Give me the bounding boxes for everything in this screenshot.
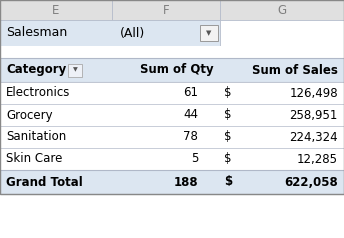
Bar [112, 0, 220, 20]
Text: Skin Care: Skin Care [6, 153, 62, 165]
Bar [0, 126, 344, 148]
Text: $: $ [224, 153, 232, 165]
Text: 5: 5 [191, 153, 198, 165]
Text: 224,324: 224,324 [289, 130, 338, 144]
Text: $: $ [224, 109, 232, 122]
Bar [0, 46, 344, 58]
Bar [0, 0, 344, 194]
Bar [0, 148, 344, 170]
Text: (All): (All) [120, 26, 145, 40]
Text: Sum of Sales: Sum of Sales [252, 64, 338, 76]
Text: ▼: ▼ [73, 68, 77, 73]
Text: E: E [52, 4, 60, 16]
Text: Electronics: Electronics [6, 86, 71, 99]
Text: Sanitation: Sanitation [6, 130, 66, 144]
Bar [0, 104, 344, 126]
Bar [0, 0, 112, 20]
Text: 12,285: 12,285 [297, 153, 338, 165]
Bar [0, 82, 344, 104]
Bar [200, 25, 218, 41]
Text: Grocery: Grocery [6, 109, 53, 122]
Text: 61: 61 [183, 86, 198, 99]
Text: $: $ [224, 175, 232, 188]
Text: ▼: ▼ [206, 30, 212, 36]
Text: Salesman: Salesman [6, 26, 67, 40]
Text: 78: 78 [183, 130, 198, 144]
Text: F: F [163, 4, 169, 16]
Bar [220, 0, 344, 20]
Text: Sum of Qty: Sum of Qty [140, 64, 214, 76]
Text: $: $ [224, 86, 232, 99]
Text: $: $ [224, 130, 232, 144]
Text: Category: Category [6, 64, 66, 76]
Text: 126,498: 126,498 [289, 86, 338, 99]
Bar [0, 58, 344, 82]
Text: 188: 188 [173, 175, 198, 188]
Text: 258,951: 258,951 [290, 109, 338, 122]
Text: G: G [278, 4, 287, 16]
Bar [0, 20, 220, 46]
Bar [68, 64, 82, 76]
Bar [0, 170, 344, 194]
Bar [220, 20, 344, 46]
Text: Grand Total: Grand Total [6, 175, 83, 188]
Text: 622,058: 622,058 [284, 175, 338, 188]
Text: 44: 44 [183, 109, 198, 122]
